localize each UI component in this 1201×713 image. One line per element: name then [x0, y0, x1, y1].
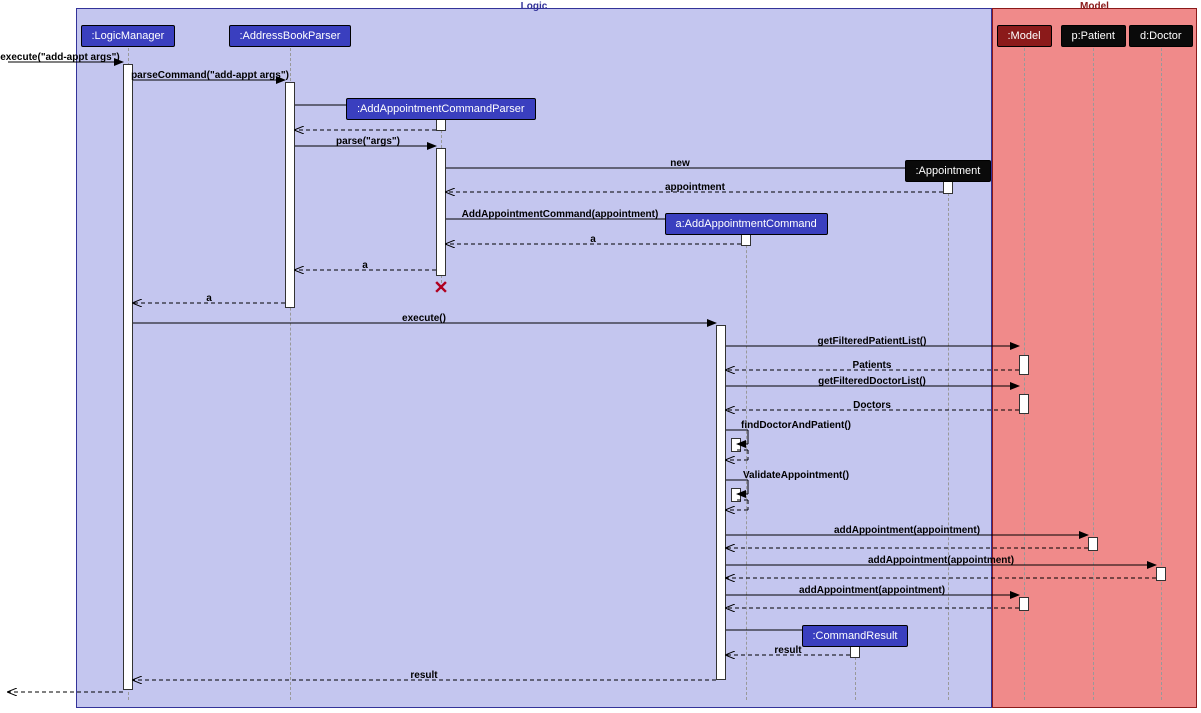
self-msg-0: findDoctorAndPatient() [741, 420, 851, 431]
participant-apt: :Appointment [905, 160, 992, 182]
participant-doc: d:Doctor [1129, 25, 1193, 47]
msg-20: addAppointment(appointment) [868, 555, 1014, 566]
activation-6 [716, 325, 726, 680]
msg-5: new [670, 158, 689, 169]
lifeline-apt [948, 178, 949, 700]
msg-8: a [590, 234, 596, 245]
activation-7 [1019, 355, 1029, 375]
self-msg-1: ValidateAppointment() [743, 470, 849, 481]
activation-3 [436, 148, 446, 276]
msg-7: AddAppointmentCommand(appointment) [462, 209, 659, 220]
msg-0: execute("add-appt args") [0, 52, 120, 63]
msg-9: a [362, 260, 368, 271]
lifeline-doc [1161, 43, 1162, 700]
lifeline-aac [746, 230, 747, 700]
region-title-logic: Logic [517, 1, 552, 12]
activation-1 [285, 82, 295, 308]
activation-0 [123, 64, 133, 690]
lifeline-pat [1093, 43, 1094, 700]
destroy-0: ✕ [433, 278, 448, 299]
activation-9 [731, 438, 741, 452]
participant-aac: a:AddAppointmentCommand [665, 213, 828, 235]
activation-11 [1088, 537, 1098, 551]
msg-11: execute() [402, 313, 446, 324]
participant-pat: p:Patient [1061, 25, 1126, 47]
participant-lm: :LogicManager [81, 25, 176, 47]
region-title-model: Model [1076, 1, 1113, 12]
msg-25: result [774, 645, 801, 656]
msg-15: Doctors [853, 400, 891, 411]
activation-12 [1156, 567, 1166, 581]
participant-cr: :CommandResult [802, 625, 909, 647]
msg-18: addAppointment(appointment) [834, 525, 980, 536]
msg-1: parseCommand("add-appt args") [131, 70, 289, 81]
sequence-diagram: Logic Model :LogicManager :AddressBookParse… [0, 0, 1201, 713]
msg-10: a [206, 293, 212, 304]
msg-16: result [410, 670, 437, 681]
activation-13 [1019, 597, 1029, 611]
participant-abp: :AddressBookParser [229, 25, 352, 47]
msg-13: Patients [853, 360, 892, 371]
msg-14: getFilteredDoctorList() [818, 376, 926, 387]
msg-6: appointment [665, 182, 725, 193]
msg-22: addAppointment(appointment) [799, 585, 945, 596]
activation-10 [731, 488, 741, 502]
participant-mdl: :Model [997, 25, 1052, 47]
activation-8 [1019, 394, 1029, 414]
msg-4: parse("args") [336, 136, 400, 147]
participant-acp: :AddAppointmentCommandParser [346, 98, 536, 120]
msg-12: getFilteredPatientList() [818, 336, 927, 347]
